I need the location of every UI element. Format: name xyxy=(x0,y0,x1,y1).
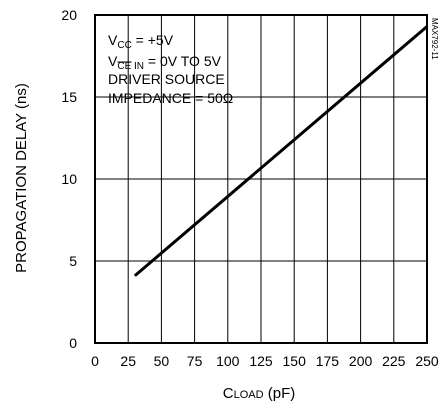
x-tick-label: 250 xyxy=(415,353,439,369)
x-tick-label: 75 xyxy=(187,353,203,369)
annotation-driver-source: DRIVER SOURCE xyxy=(108,71,225,87)
y-tick-label: 20 xyxy=(61,7,77,23)
y-tick-label: 0 xyxy=(69,335,77,351)
x-tick-label: 100 xyxy=(216,353,240,369)
annotation-vcc: VCC = +5V xyxy=(108,32,174,51)
annotation-impedance: IMPEDANCE = 50Ω xyxy=(108,90,233,106)
y-tick-label: 5 xyxy=(69,253,77,269)
x-tick-label: 50 xyxy=(154,353,170,369)
conditions-annotation: VCC = +5V VCE IN = 0V TO 5V DRIVER SOURC… xyxy=(108,32,233,106)
x-tick-label: 150 xyxy=(283,353,307,369)
x-tick-label: 125 xyxy=(249,353,273,369)
x-tick-label: 25 xyxy=(120,353,136,369)
x-tick-label: 200 xyxy=(349,353,373,369)
x-tick-label: 225 xyxy=(382,353,406,369)
x-tick-label: 0 xyxy=(91,353,99,369)
y-tick-label: 15 xyxy=(61,89,77,105)
figure-code: MAX792-11 xyxy=(430,18,439,60)
y-axis-label: PROPAGATION DELAY (ns) xyxy=(13,83,30,273)
x-tick-labels: 0 25 50 75 100 125 150 175 200 225 250 xyxy=(91,353,439,369)
x-axis-label: CLOAD (pF) xyxy=(223,385,295,402)
y-tick-label: 10 xyxy=(61,171,77,187)
y-tick-labels: 0 5 10 15 20 xyxy=(61,7,77,351)
x-tick-label: 175 xyxy=(316,353,340,369)
